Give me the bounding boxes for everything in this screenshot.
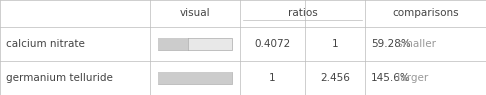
- Text: visual: visual: [180, 8, 210, 19]
- Text: smaller: smaller: [395, 39, 436, 49]
- Text: ratios: ratios: [288, 8, 317, 19]
- Text: 0.4072: 0.4072: [254, 39, 291, 49]
- Text: 2.456: 2.456: [320, 73, 350, 83]
- Text: 59.28%: 59.28%: [371, 39, 411, 49]
- Text: 145.6%: 145.6%: [371, 73, 411, 83]
- Text: comparisons: comparisons: [392, 8, 459, 19]
- Bar: [158, 72, 232, 84]
- Bar: [158, 38, 188, 50]
- Text: 1: 1: [269, 73, 276, 83]
- Bar: [158, 72, 232, 84]
- Text: larger: larger: [395, 73, 429, 83]
- Text: 1: 1: [331, 39, 338, 49]
- Text: calcium nitrate: calcium nitrate: [6, 39, 85, 49]
- Text: germanium telluride: germanium telluride: [6, 73, 113, 83]
- Bar: [158, 38, 232, 50]
